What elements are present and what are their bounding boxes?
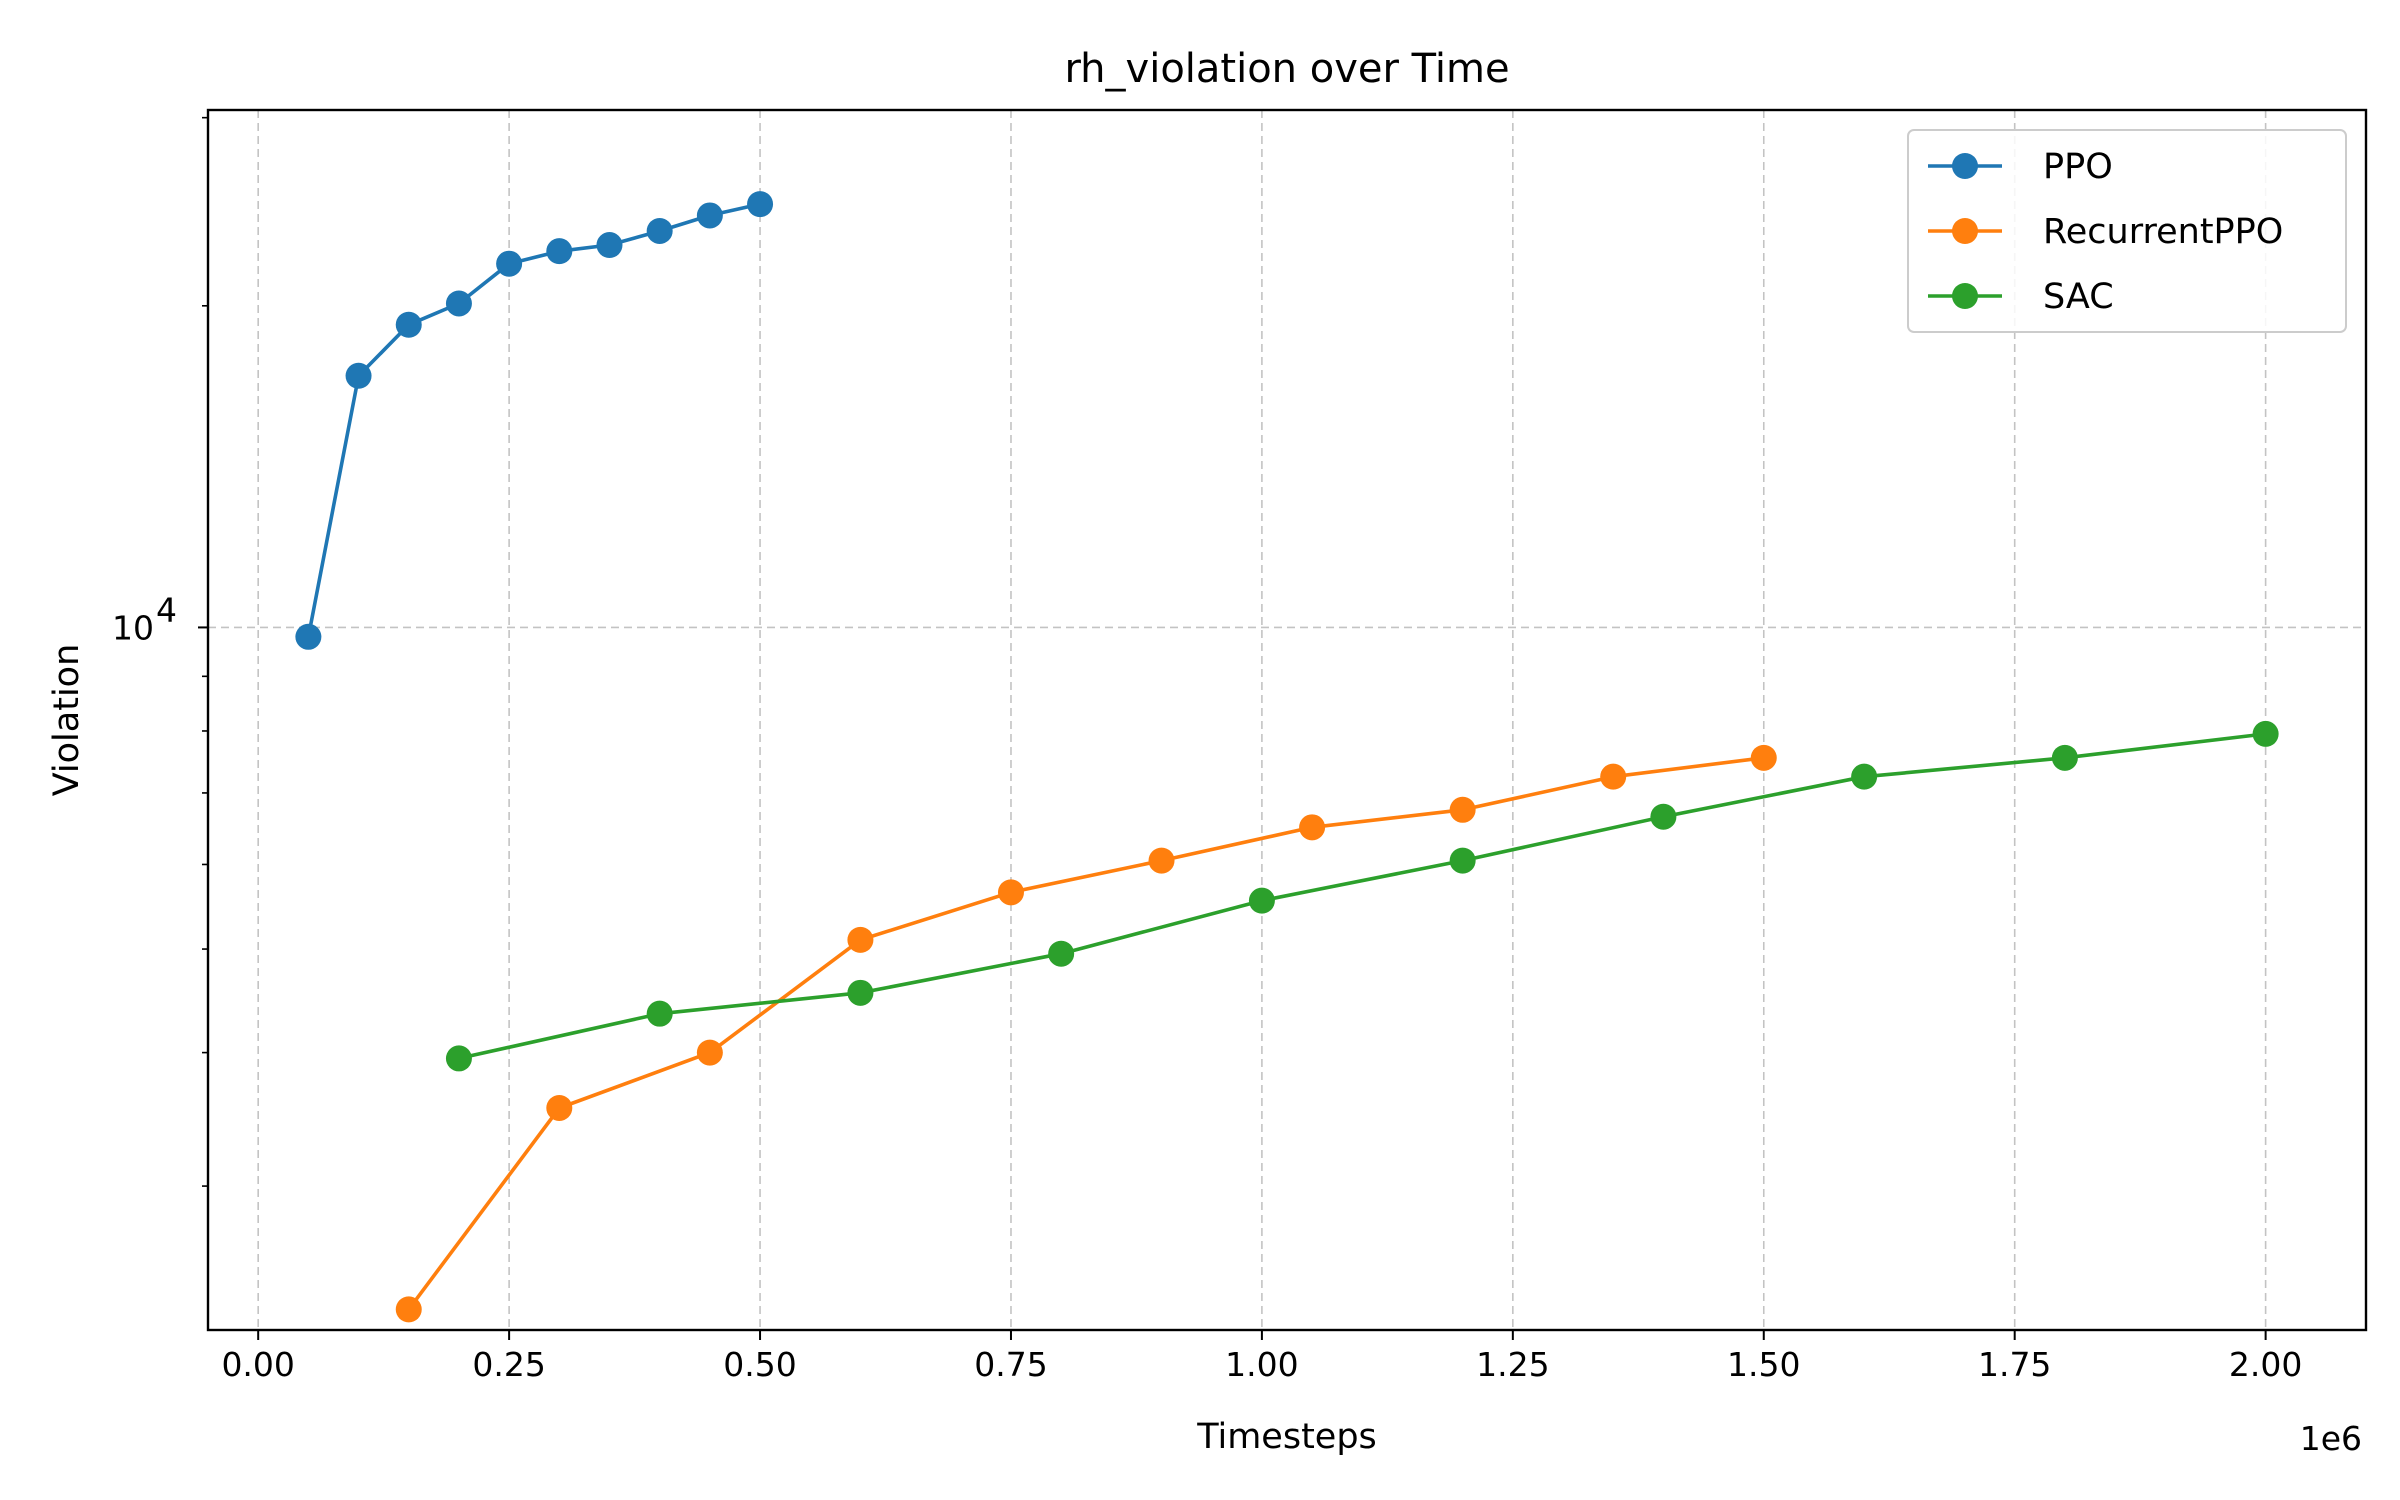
x-tick-label: 1.25 bbox=[1476, 1345, 1549, 1384]
data-point-sac bbox=[646, 1000, 673, 1027]
data-point-recurrentppo bbox=[1299, 814, 1326, 841]
x-tick-label: 1.50 bbox=[1727, 1345, 1800, 1384]
y-tick-exponent: 4 bbox=[156, 590, 177, 629]
series-line-sac bbox=[458, 732, 2266, 1061]
legend-swatch-marker-sac bbox=[1952, 283, 1978, 309]
x-tick-label: 0.50 bbox=[723, 1345, 796, 1384]
x-axis-label: Timesteps bbox=[1196, 1417, 1377, 1457]
data-point-ppo bbox=[747, 191, 774, 218]
legend-box bbox=[1907, 129, 2347, 333]
data-point-ppo bbox=[395, 311, 422, 338]
data-point-recurrentppo bbox=[847, 926, 874, 953]
data-point-recurrentppo bbox=[1750, 744, 1777, 771]
chart-title: rh_violation over Time bbox=[1064, 46, 1509, 92]
data-point-recurrentppo bbox=[1600, 763, 1627, 790]
y-tick-label: 10 bbox=[112, 608, 154, 647]
y-axis-label: Violation bbox=[47, 644, 87, 797]
data-point-sac bbox=[847, 979, 874, 1006]
series-line-recurrentppo bbox=[407, 756, 1765, 1311]
data-point-sac bbox=[1851, 763, 1878, 790]
legend-swatch-marker-recurrentppo bbox=[1952, 218, 1978, 244]
data-point-ppo bbox=[646, 217, 673, 244]
data-point-recurrentppo bbox=[1148, 847, 1175, 874]
x-tick-label: 1.75 bbox=[1978, 1345, 2051, 1384]
data-point-recurrentppo bbox=[1449, 796, 1476, 823]
data-point-sac bbox=[1449, 847, 1476, 874]
data-point-ppo bbox=[596, 232, 623, 259]
legend-label-recurrentppo: RecurrentPPO bbox=[2043, 212, 2283, 252]
legend-label-sac: SAC bbox=[2043, 277, 2114, 317]
grid bbox=[208, 110, 2366, 1330]
plot-area-frame bbox=[206, 108, 2368, 1332]
data-point-recurrentppo bbox=[395, 1296, 422, 1323]
series-sac bbox=[445, 720, 2279, 1072]
x-tick-label: 0.25 bbox=[472, 1345, 545, 1384]
data-point-ppo bbox=[345, 362, 372, 389]
data-point-recurrentppo bbox=[546, 1094, 573, 1121]
x-axis: 0.00 0.25 0.50 0.75 1.00 1.25 1.50 1.75 2.00 bbox=[221, 1330, 2302, 1384]
data-point-sac bbox=[1048, 940, 1075, 967]
data-point-ppo bbox=[696, 202, 723, 229]
data-point-ppo bbox=[445, 290, 472, 317]
data-point-sac bbox=[1248, 887, 1275, 914]
series-ppo bbox=[295, 191, 774, 650]
series-layer bbox=[295, 191, 2279, 1323]
legend: PPO RecurrentPPO SAC bbox=[1907, 129, 2347, 333]
legend-swatch-marker-ppo bbox=[1952, 153, 1978, 179]
data-point-ppo bbox=[546, 238, 573, 265]
data-point-sac bbox=[445, 1045, 472, 1072]
data-point-sac bbox=[2252, 720, 2279, 747]
legend-label-ppo: PPO bbox=[2043, 147, 2113, 187]
x-tick-label: 2.00 bbox=[2229, 1345, 2302, 1384]
y-axis: 10 4 bbox=[112, 116, 208, 1187]
data-point-sac bbox=[1650, 803, 1677, 830]
data-point-ppo bbox=[295, 623, 322, 650]
data-point-recurrentppo bbox=[997, 879, 1024, 906]
data-point-ppo bbox=[496, 250, 523, 277]
data-point-sac bbox=[2051, 744, 2078, 771]
x-tick-label: 0.75 bbox=[974, 1345, 1047, 1384]
series-recurrentppo bbox=[395, 744, 1777, 1323]
data-point-recurrentppo bbox=[696, 1039, 723, 1066]
series-line-ppo bbox=[306, 202, 761, 638]
x-tick-label: 0.00 bbox=[221, 1345, 294, 1384]
x-tick-label: 1.00 bbox=[1225, 1345, 1298, 1384]
x-offset-label: 1e6 bbox=[2300, 1419, 2362, 1458]
